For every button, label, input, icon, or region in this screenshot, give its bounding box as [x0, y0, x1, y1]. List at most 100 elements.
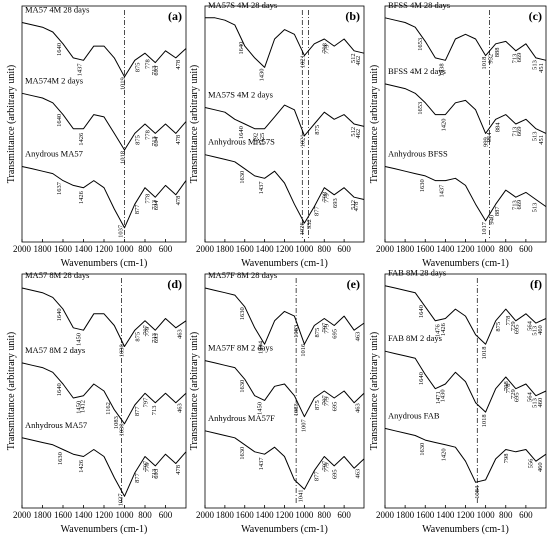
x-tick-label: 2000: [196, 244, 215, 254]
peak-label: 478: [175, 196, 182, 206]
series-name: MA57 8M 28 days: [25, 270, 89, 280]
panel-label: (b): [345, 9, 360, 23]
peak-label: 875: [495, 322, 502, 332]
peak-label: 999: [483, 137, 490, 147]
x-tick-label: 1000: [477, 510, 496, 520]
peak-label: 462: [355, 129, 362, 139]
peak-label: 462: [355, 56, 362, 66]
x-tick-label: 600: [337, 244, 351, 254]
peak-label: 877: [134, 472, 141, 483]
peak-label: 875: [314, 125, 321, 135]
x-tick-label: 2000: [13, 510, 32, 520]
series-name: MA57 8M 2 days: [25, 345, 85, 355]
peak-label: 877: [314, 206, 321, 217]
peak-label: 1450: [75, 401, 82, 414]
peak-label: 512: [350, 127, 357, 137]
peak-label: 778: [144, 59, 151, 69]
series-name: MA57F 8M 2 days: [208, 343, 273, 353]
x-tick-label: 800: [499, 510, 513, 520]
peak-label: 1016: [300, 343, 307, 357]
x-tick-label: 2000: [13, 244, 32, 254]
x-tick-label: 1200: [95, 244, 114, 254]
peak-label: 1637: [56, 181, 63, 195]
peak-label: 713: [512, 54, 519, 64]
peak-label: 875: [134, 63, 141, 73]
spectrum-line: [204, 104, 365, 137]
x-axis-label: Wavenumbers (cm-1): [422, 258, 509, 269]
peak-label: 512: [350, 53, 357, 63]
peak-label: 556: [527, 458, 534, 469]
peak-label: 478: [175, 465, 182, 475]
x-axis-label: Wavenumbers (cm-1): [61, 258, 148, 269]
x-tick-label: 1000: [295, 510, 314, 520]
peak-label: 1426: [440, 322, 447, 336]
x-tick-label: 1800: [396, 244, 415, 254]
peak-label: 513: [532, 131, 539, 141]
peak-label: 513: [532, 203, 539, 213]
peak-label: 884: [494, 122, 501, 133]
spectrum-line: [384, 427, 547, 483]
series-name: Anydrous FAB: [388, 410, 440, 420]
x-tick-label: 1400: [75, 244, 94, 254]
series-name: Anhydrous MA57F: [208, 413, 275, 423]
peak-label: 451: [538, 63, 545, 73]
peak-label: 779: [144, 327, 151, 337]
x-tick-label: 1600: [54, 244, 73, 254]
x-tick-label: 1800: [216, 510, 235, 520]
spectrum-line: [21, 92, 187, 151]
series-name: MA574M 2 days: [25, 75, 83, 85]
peak-label: 1438: [439, 63, 446, 76]
peak-label: 1420: [440, 119, 447, 132]
peak-label: 713: [151, 469, 158, 479]
peak-label: 564: [526, 320, 533, 331]
peak-label: 1630: [239, 447, 246, 460]
peak-label: 1640: [56, 43, 63, 56]
plot-frame: [204, 273, 365, 509]
x-tick-label: 1200: [276, 244, 295, 254]
peak-label: 669: [516, 200, 523, 210]
series-name: FAB 8M 2 days: [388, 333, 442, 343]
x-tick-label: 2000: [376, 244, 395, 254]
peak-label: 694: [153, 136, 160, 147]
peak-label: 693: [332, 198, 339, 208]
x-tick-label: 1200: [95, 510, 114, 520]
peak-label: 1030: [118, 424, 125, 437]
peak-label: 1640: [56, 308, 63, 321]
peak-label: 1026: [299, 221, 306, 235]
peak-label: 779: [323, 324, 330, 334]
peak-label: 1640: [56, 114, 63, 127]
peak-label: 1162: [105, 402, 112, 415]
peak-label: 1426: [78, 132, 85, 146]
y-axis-label: Transmittance (arbitrary unit): [6, 332, 17, 451]
peak-label: 460: [537, 398, 544, 408]
peak-label: 1018: [120, 151, 127, 164]
series-name: Anydrous MA57: [25, 148, 83, 158]
peak-label: 1630: [419, 443, 426, 456]
x-tick-label: 2000: [376, 510, 395, 520]
x-tick-label: 600: [519, 510, 533, 520]
x-tick-label: 1600: [236, 510, 255, 520]
peak-label: 1083: [293, 403, 300, 416]
peak-label: 798: [503, 454, 510, 464]
peak-label: 1476: [435, 323, 442, 337]
peak-label: 1630: [239, 307, 246, 320]
x-tick-label: 1600: [54, 510, 73, 520]
spectrum-line: [204, 360, 365, 418]
peak-label: 1450: [75, 333, 82, 346]
spectrum-line: [204, 154, 365, 224]
peak-label: 1083: [113, 416, 120, 429]
y-axis-label: Transmittance (arbitrary unit): [6, 65, 17, 184]
peak-label: 478: [175, 135, 182, 145]
peak-label: 1640: [56, 383, 63, 396]
peak-label: 797: [142, 460, 149, 471]
x-tick-label: 1200: [276, 510, 295, 520]
peak-label: 513: [532, 398, 539, 408]
peak-label: 1471: [435, 391, 442, 404]
peak-label: 778: [144, 194, 151, 204]
x-tick-label: 1000: [477, 244, 496, 254]
x-tick-label: 1000: [295, 244, 314, 254]
x-tick-label: 600: [159, 244, 173, 254]
peak-label: 1430: [259, 69, 266, 82]
series-name: MA57S 4M 2 days: [208, 89, 273, 99]
peak-label: 778: [505, 384, 512, 394]
